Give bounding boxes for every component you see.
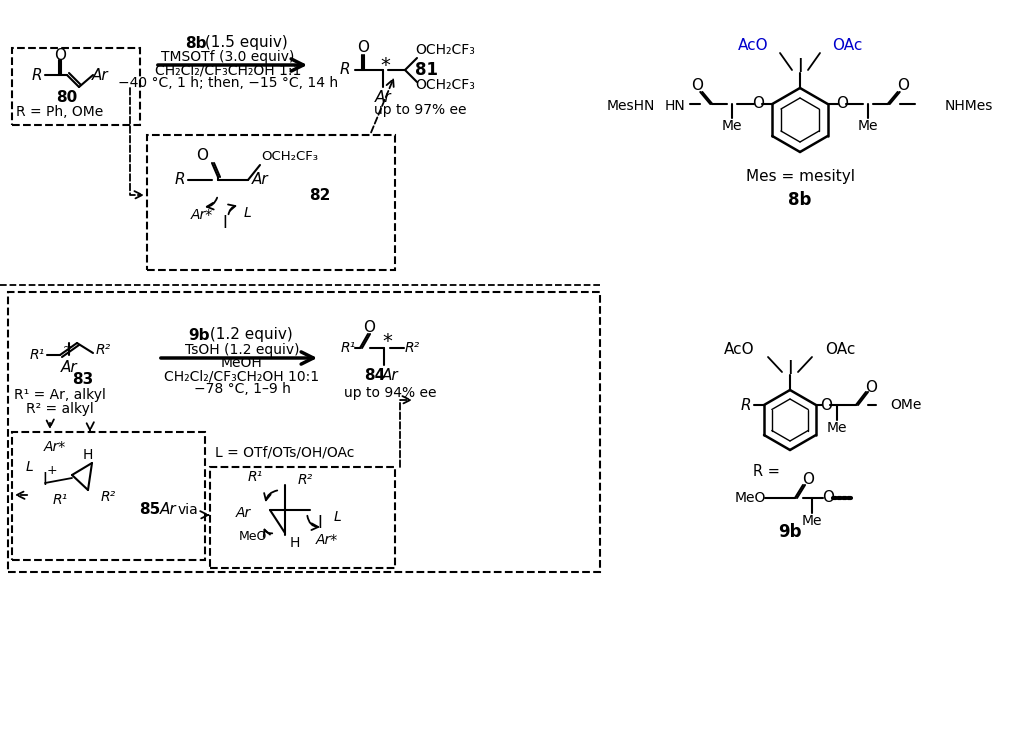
Text: HN: HN	[665, 99, 685, 113]
Text: Ar: Ar	[236, 506, 251, 520]
Text: L = OTf/OTs/OH/OAc: L = OTf/OTs/OH/OAc	[215, 445, 354, 459]
Text: 9b: 9b	[778, 523, 802, 541]
Text: H: H	[290, 536, 300, 550]
Text: Me: Me	[857, 119, 878, 133]
Text: 81: 81	[416, 61, 438, 79]
Text: R: R	[175, 172, 185, 188]
Text: I: I	[798, 56, 803, 76]
Text: R¹: R¹	[248, 470, 262, 484]
Text: Ar: Ar	[160, 503, 176, 518]
Text: up to 94% ee: up to 94% ee	[344, 386, 436, 400]
Text: Ar: Ar	[92, 68, 109, 82]
Bar	[147, 135, 395, 270]
Text: O: O	[196, 148, 208, 163]
Text: OAc: OAc	[825, 343, 855, 358]
Text: O: O	[362, 320, 375, 335]
Text: 84: 84	[365, 368, 386, 382]
Text: Ar: Ar	[382, 368, 398, 382]
Text: O: O	[802, 472, 814, 487]
Text: 82: 82	[309, 188, 331, 202]
Text: −40 °C, 1 h; then, −15 °C, 14 h: −40 °C, 1 h; then, −15 °C, 14 h	[118, 76, 338, 90]
Text: *: *	[380, 56, 390, 74]
Bar	[210, 467, 395, 568]
Text: CH₂Cl₂/CF₃CH₂OH 1:1: CH₂Cl₂/CF₃CH₂OH 1:1	[155, 63, 301, 77]
Text: NHMes: NHMes	[945, 99, 993, 113]
Text: up to 97% ee: up to 97% ee	[374, 103, 466, 117]
Text: OMe: OMe	[890, 398, 922, 412]
Text: (1.5 equiv): (1.5 equiv)	[200, 35, 288, 50]
Text: via: via	[177, 503, 199, 517]
Text: O: O	[836, 97, 848, 112]
Text: R¹: R¹	[30, 348, 45, 362]
Text: R: R	[740, 398, 752, 412]
Text: OCH₂CF₃: OCH₂CF₃	[415, 78, 475, 92]
Bar	[12, 48, 140, 125]
Text: ~: ~	[62, 343, 72, 353]
Text: 8b: 8b	[788, 191, 812, 209]
Text: O: O	[357, 40, 369, 56]
Text: R¹: R¹	[52, 493, 68, 507]
Bar	[8, 292, 600, 572]
Text: 9b: 9b	[188, 328, 210, 343]
Bar	[12, 432, 205, 560]
Text: +: +	[47, 464, 57, 476]
Text: L: L	[244, 206, 252, 220]
Text: 83: 83	[73, 373, 93, 388]
Text: CH₂Cl₂/CF₃CH₂OH 10:1: CH₂Cl₂/CF₃CH₂OH 10:1	[165, 369, 319, 383]
Text: R: R	[32, 68, 42, 82]
Text: 80: 80	[56, 89, 78, 104]
Text: OCH₂CF₃: OCH₂CF₃	[261, 151, 318, 164]
Text: MeO: MeO	[239, 530, 267, 544]
Text: −78 °C, 1–9 h: −78 °C, 1–9 h	[194, 382, 291, 396]
Text: OCH₂CF₃: OCH₂CF₃	[415, 43, 475, 57]
Text: O: O	[820, 398, 831, 412]
Text: R: R	[340, 62, 350, 77]
Text: O: O	[753, 97, 764, 112]
Text: 8b: 8b	[185, 35, 207, 50]
Text: I: I	[222, 214, 227, 232]
Text: O: O	[865, 380, 877, 394]
Text: O: O	[897, 79, 908, 94]
Text: R²: R²	[95, 343, 111, 357]
Text: R²: R²	[100, 490, 116, 504]
Text: L: L	[334, 510, 342, 524]
Text: Ar: Ar	[252, 172, 268, 188]
Text: Ar: Ar	[375, 89, 391, 104]
Text: TMSOTf (3.0 equiv): TMSOTf (3.0 equiv)	[162, 50, 295, 64]
Text: R² = alkyl: R² = alkyl	[27, 402, 94, 416]
Text: O: O	[822, 490, 834, 506]
Text: L: L	[27, 460, 34, 474]
Text: TsOH (1.2 equiv): TsOH (1.2 equiv)	[184, 343, 299, 357]
Text: MeO: MeO	[734, 491, 766, 505]
Text: Me: Me	[826, 421, 847, 435]
Text: Mes = mesityl: Mes = mesityl	[745, 170, 854, 184]
Text: Me: Me	[802, 514, 822, 528]
Text: R²: R²	[404, 341, 420, 355]
Text: (1.2 equiv): (1.2 equiv)	[205, 328, 293, 343]
Text: Me: Me	[722, 119, 742, 133]
Text: R²: R²	[297, 473, 312, 487]
Text: I: I	[317, 514, 323, 532]
Text: H: H	[83, 448, 93, 462]
Text: O: O	[691, 79, 703, 94]
Text: MesHN: MesHN	[607, 99, 655, 113]
Text: Ar*: Ar*	[190, 208, 213, 222]
Text: R =: R =	[753, 464, 780, 479]
Text: Ar*: Ar*	[44, 440, 67, 454]
Text: R¹ = Ar, alkyl: R¹ = Ar, alkyl	[14, 388, 105, 402]
Text: R = Ph, OMe: R = Ph, OMe	[16, 105, 103, 119]
Text: O: O	[54, 47, 66, 62]
Text: *: *	[382, 332, 392, 350]
Text: AcO: AcO	[724, 343, 755, 358]
Text: MeOH: MeOH	[221, 356, 263, 370]
Text: I: I	[787, 358, 793, 377]
Text: Ar*: Ar*	[315, 533, 338, 547]
Text: 85: 85	[139, 503, 161, 518]
Text: OAc: OAc	[831, 38, 862, 53]
Text: Ar: Ar	[60, 359, 78, 374]
Text: AcO: AcO	[737, 38, 768, 53]
Text: I: I	[43, 471, 47, 489]
Text: R¹: R¹	[340, 341, 355, 355]
